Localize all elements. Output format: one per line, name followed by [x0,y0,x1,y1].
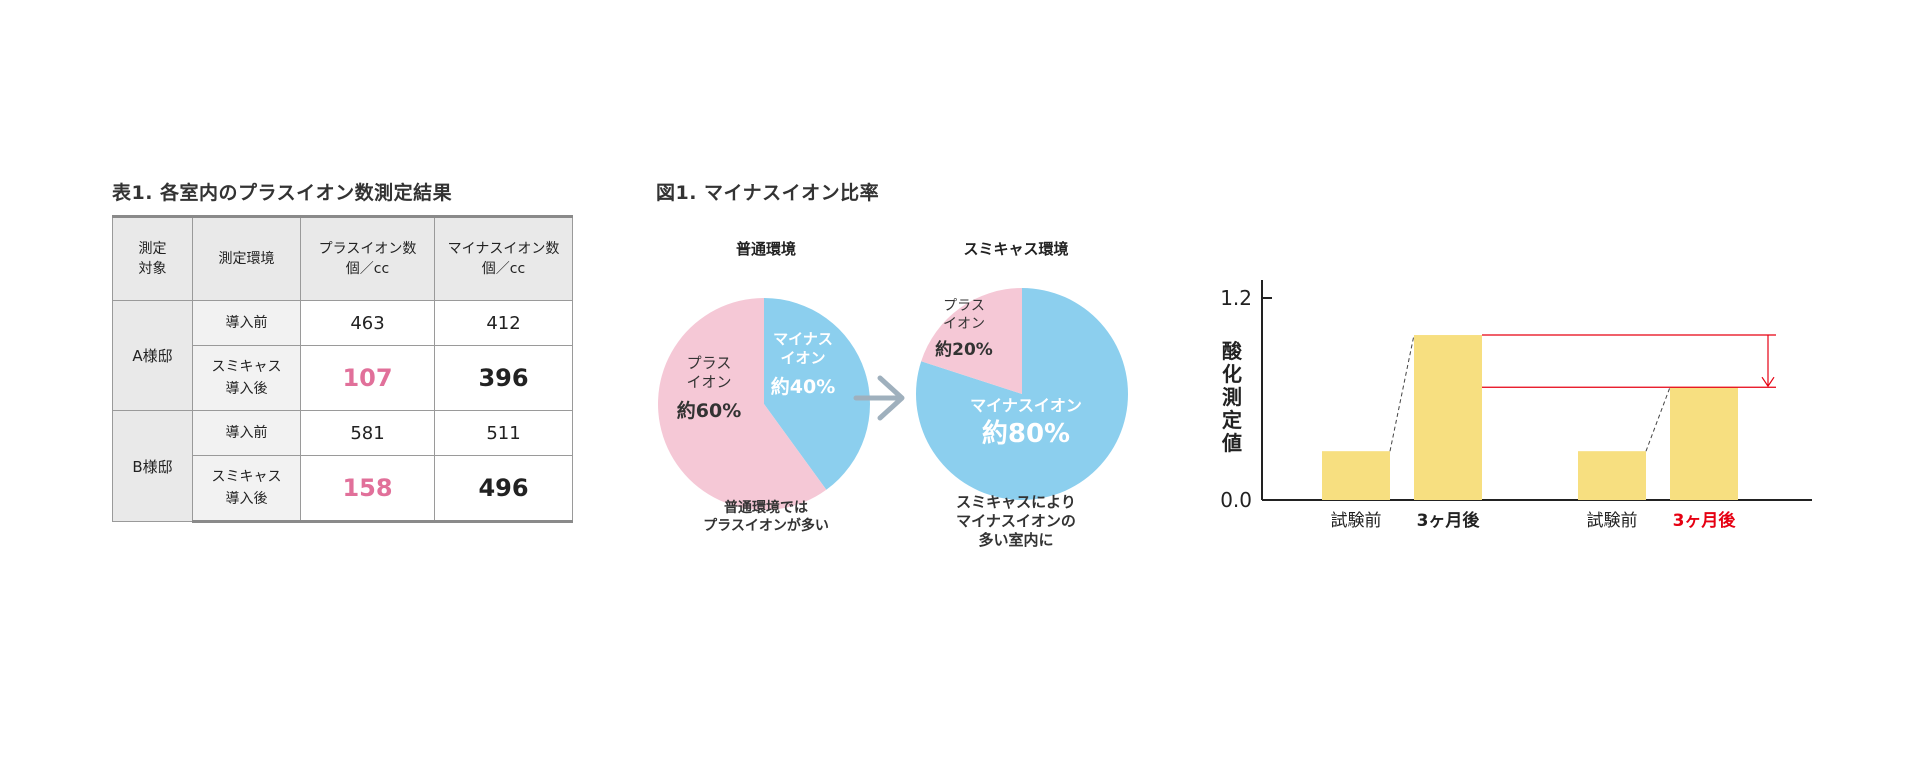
minus-ion-value: 412 [434,300,573,346]
bar [1322,451,1390,500]
table-row: A様邸 導入前 463 412 [112,300,573,411]
plus-ion-value: 107 [300,345,435,411]
condition-cell: 導入前 [192,300,301,346]
pie-charts [658,288,1128,510]
trend-dashed-line [1389,334,1415,452]
left-minus-value: 約40% [770,376,836,398]
plus-ion-value: 463 [300,300,435,346]
y-axis-label: 化 [1222,362,1242,386]
left-pie-slice-plus [658,298,827,510]
header-plus-ion: プラスイオン数 個／cc [300,215,435,301]
trend-dashed-line [1645,387,1671,452]
table-row: スミキャス 導入後 107 396 [113,345,573,411]
badge-normal-env: 普通環境 [1358,244,1435,266]
right-pie-caption: スミキャスにより マイナスイオンの 多い室内に [956,493,1076,549]
header-minus-ion: マイナスイオン数 個／cc [434,215,573,301]
right-minus-label: マイナスイオン [970,396,1082,415]
y-tick-label: 0.0 [1220,488,1252,512]
minus-ion-value: 496 [434,455,573,523]
condition-cell: スミキャス 導入後 [192,455,301,523]
left-minus-label: マイナス イオン [773,330,833,367]
table-row: スミキャス 導入後 158 496 [113,455,573,523]
x-tick-label: 試験前 [1587,511,1638,531]
x-tick-label: 3ヶ月後 [1417,510,1481,531]
left-pie-caption: 普通環境では プラスイオンが多い [703,500,829,534]
condition-cell: 導入前 [192,410,301,456]
table-row: B様邸 導入前 581 511 [112,410,573,522]
right-pie-slice-plus [921,288,1022,394]
left-plus-label: プラス イオン [686,354,732,391]
badge-sumicas-env: SUMICAS 環境 [1614,244,1746,266]
house-b: B様邸 [112,410,193,522]
y-axis-label: 定 [1222,408,1242,432]
bar [1414,335,1482,500]
x-tick-label: 3ヶ月後 [1673,510,1737,531]
x-tick-label: 試験前 [1331,511,1382,531]
right-pie-title: スミキャス環境 [963,240,1069,258]
ion-count-table: 測定 対象 測定環境 プラスイオン数 個／cc マイナスイオン数 個／cc A様… [112,215,573,523]
minus-ion-value: 511 [434,410,573,456]
header-environment: 測定環境 [192,215,301,301]
left-pie-slice-minus [764,298,870,490]
bar [1578,451,1646,500]
house-a: A様邸 [112,300,193,411]
left-plus-value: 約60% [676,400,742,422]
arrow-down-icon [1761,376,1775,388]
header-target: 測定 対象 [112,215,193,301]
table-title: 表1. 各室内のプラスイオン数測定結果 [112,182,453,204]
pie-section-title: 図1. マイナスイオン比率 [656,182,880,204]
right-plus-label: プラス イオン [943,298,985,332]
right-plus-value: 約20% [935,340,993,360]
left-pie-title: 普通環境 [735,240,796,258]
y-axis-label: 酸 [1222,339,1243,363]
y-tick-label: 1.2 [1220,286,1252,310]
ion-table-section: 表1. 各室内のプラスイオン数測定結果 測定 対象 測定環境 プラスイオン数 個… [112,178,578,523]
plus-ion-value: 581 [300,410,435,456]
right-minus-value: 約80% [981,419,1071,449]
oxidation-bar-section: 普通環境 SUMICAS 環境 0.0 1.2 酸化測定値試験前 3ヶ月後 試験前 3ヶ月… [1200,230,1820,560]
minus-ion-value: 396 [434,345,573,411]
y-axis-label: 測 [1222,385,1242,409]
pie-chart-section: 図1. マイナスイオン比率 普通環境 プラス イオン 約60% マイナス イオン… [656,178,1136,578]
condition-cell: スミキャス 導入後 [192,345,301,411]
y-axis-label: 値 [1221,431,1242,455]
table-header-row: 測定 対象 測定環境 プラスイオン数 個／cc マイナスイオン数 個／cc [112,215,573,301]
bar [1670,387,1738,500]
plus-ion-value: 158 [300,455,435,523]
